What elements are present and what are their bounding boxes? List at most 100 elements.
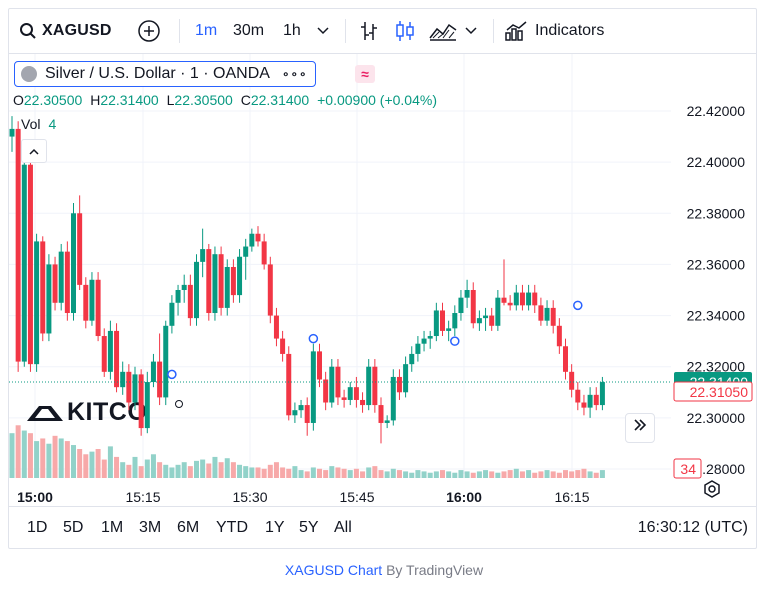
volume-bar (409, 472, 415, 478)
more-options-icon[interactable]: ∘∘∘ (281, 67, 308, 81)
volume-bar (9, 433, 15, 478)
candle-body (187, 284, 193, 319)
indicators-button[interactable]: Indicators (505, 9, 604, 53)
volume-bar (569, 471, 575, 478)
candle-body (415, 343, 421, 354)
candle-body (532, 292, 538, 306)
y-tick-label: 22.42000 (687, 103, 746, 119)
timeframe-30m[interactable]: 30m (233, 22, 265, 39)
x-tick-label: 15:45 (339, 489, 374, 504)
data-feed-icon[interactable]: ≈ (355, 65, 375, 83)
volume-bar (150, 454, 156, 478)
volume-bar (390, 468, 396, 478)
candle-body (71, 213, 76, 314)
symbol-search[interactable]: XAGUSD (19, 9, 112, 53)
volume-bar (21, 430, 27, 478)
event-marker (308, 333, 319, 344)
candle-body (27, 164, 33, 365)
style-dropdown[interactable] (465, 9, 477, 53)
volume-bar (286, 468, 292, 478)
candle-body (261, 241, 267, 265)
volume-bar (169, 467, 175, 478)
bar-style-button[interactable] (359, 9, 379, 53)
candle-body (206, 249, 212, 314)
volume-bar (40, 438, 46, 478)
candle-body (237, 256, 243, 296)
range-all[interactable]: All (334, 519, 352, 536)
close-key: C (240, 92, 251, 108)
volume-bar (513, 468, 519, 478)
volume-bar (310, 467, 316, 478)
market-logo-icon (21, 66, 37, 82)
plus-circle-icon (138, 20, 160, 42)
volume-bar (237, 464, 243, 478)
candle-body (476, 318, 482, 324)
volume-bar (101, 459, 107, 478)
candle-body (304, 405, 310, 423)
candle-body (181, 284, 187, 290)
timeframe-dropdown[interactable] (317, 9, 329, 53)
timeframe-1h[interactable]: 1h (283, 22, 301, 39)
volume-bar (77, 449, 83, 478)
timeframe-1m[interactable]: 1m (195, 22, 218, 39)
volume-bar (255, 467, 261, 478)
volume-bar (261, 468, 267, 478)
other-price-label: 22.31050 (690, 384, 749, 400)
volume-bar (58, 438, 64, 478)
volume-bar (396, 470, 402, 478)
event-marker (167, 369, 177, 380)
event-marker (450, 336, 460, 346)
volume-bar (212, 456, 218, 478)
volume-bar (230, 462, 236, 478)
open-value: 22.30500 (23, 92, 83, 108)
volume-bar (71, 445, 76, 478)
range-1d[interactable]: 1D (27, 519, 48, 536)
candle-body (360, 399, 366, 406)
volume-bar (532, 472, 538, 478)
candle-body (593, 394, 599, 406)
volume-bar (470, 472, 476, 478)
candle-body (347, 387, 353, 400)
range-3m[interactable]: 3M (139, 519, 162, 536)
change-value: +0.00900 (+0.04%) (317, 92, 437, 108)
candle-body (372, 366, 378, 406)
price-chart[interactable]: KITCO 22.42000 22.40000 22.38000 22.36000 22.… (9, 54, 757, 504)
volume-bar (249, 467, 255, 478)
area-style-button[interactable] (429, 9, 457, 53)
volume-bar (593, 472, 599, 478)
candle-body (138, 374, 144, 429)
candles-style-button[interactable] (395, 9, 415, 53)
candle-body (452, 313, 458, 329)
candle-body (513, 292, 519, 306)
area-chart-icon (429, 23, 457, 41)
candle-body (107, 330, 113, 372)
volume-bar (218, 462, 224, 478)
candle-body (194, 261, 199, 319)
top-toolbar: XAGUSD 1m 30m 1h Indicators (9, 9, 756, 54)
volume-bar (46, 443, 52, 478)
compare-button[interactable] (137, 9, 161, 53)
low-value: 22.30500 (174, 92, 233, 108)
candle-body (550, 307, 556, 326)
volume-bar (138, 466, 144, 478)
range-1m[interactable]: 1M (101, 519, 124, 536)
volume-bar (599, 470, 605, 478)
attribution-link[interactable]: XAGUSD Chart (284, 562, 383, 578)
range-5y[interactable]: 5Y (299, 519, 319, 536)
collapse-legend-button[interactable] (21, 139, 47, 163)
candle-body (587, 394, 593, 408)
indicators-label: Indicators (535, 22, 605, 39)
volume-bar (224, 458, 230, 478)
range-ytd[interactable]: YTD (216, 519, 248, 536)
range-5d[interactable]: 5D (63, 519, 84, 536)
range-6m[interactable]: 6M (177, 519, 200, 536)
candle-body (286, 353, 292, 416)
scroll-to-realtime-button[interactable] (625, 413, 655, 443)
series-legend[interactable]: Silver / U.S. Dollar · 1 · OANDA ∘∘∘ (14, 61, 317, 87)
candle-body (544, 307, 550, 321)
range-1y[interactable]: 1Y (265, 519, 285, 536)
volume-bar (64, 441, 70, 478)
utc-clock[interactable]: 16:30:12 (UTC) (637, 519, 748, 536)
volume-bar (384, 471, 390, 478)
chart-settings-button[interactable] (703, 480, 721, 503)
